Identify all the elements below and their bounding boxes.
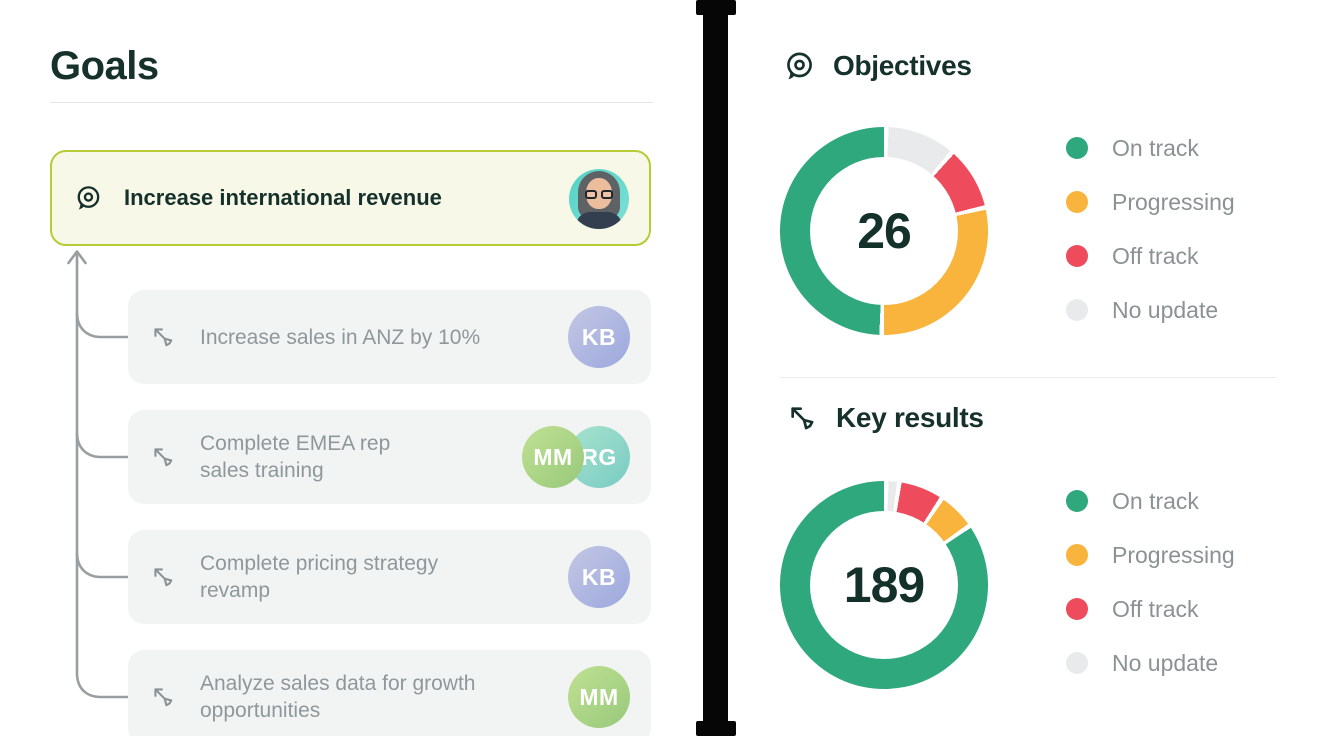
- assignee-badge[interactable]: KB: [568, 306, 630, 368]
- key-results-title: Key results: [836, 402, 984, 433]
- legend-row: On track: [1066, 134, 1235, 161]
- assignee-badge[interactable]: MM: [568, 666, 630, 728]
- key-results-legend: On track Progressing Off track No update: [1066, 487, 1235, 676]
- legend-label: Progressing: [1112, 541, 1235, 568]
- legend-label: On track: [1112, 134, 1199, 161]
- key-result-card[interactable]: Increase sales in ANZ by 10% KB: [128, 290, 651, 384]
- legend-row: No update: [1066, 296, 1235, 323]
- avatar-glasses-right: [601, 190, 613, 199]
- key-results-count: 189: [843, 557, 925, 613]
- avatar-glasses-left: [585, 190, 597, 199]
- avatar-face: [586, 178, 612, 209]
- legend-label: Off track: [1112, 595, 1199, 622]
- key-result-card[interactable]: Complete EMEA rep sales training MM RG: [128, 410, 651, 504]
- key-result-icon: [154, 448, 173, 467]
- key-result-title: Increase sales in ANZ by 10%: [200, 325, 481, 349]
- legend-row: Off track: [1066, 242, 1235, 269]
- section-divider: [780, 377, 1277, 378]
- legend-label: Off track: [1112, 242, 1199, 269]
- objectives-count: 26: [857, 203, 912, 259]
- assignee-badge[interactable]: KB: [568, 546, 630, 608]
- objectives-header: Objectives: [783, 50, 972, 82]
- avatar-shirt: [576, 212, 622, 229]
- connector-branch-3: [75, 551, 130, 579]
- legend-row: On track: [1066, 487, 1235, 514]
- panel-divider-bar: [696, 0, 736, 736]
- objectives-title: Objectives: [833, 50, 972, 81]
- key-result-card[interactable]: Analyze sales data for growth opportunit…: [128, 650, 651, 736]
- page-title: Goals: [50, 44, 159, 88]
- donut-hole: 189: [810, 511, 958, 659]
- objective-icon: [787, 52, 812, 80]
- connector-arrowhead: [67, 250, 87, 265]
- key-result-title: Complete pricing strategy revamp: [200, 552, 439, 602]
- objectives-legend: On track Progressing Off track No update: [1066, 134, 1235, 323]
- legend-row: Progressing: [1066, 541, 1235, 568]
- assignee-initials: KB: [581, 323, 617, 350]
- key-result-icon: [154, 568, 173, 587]
- legend-dot-off-track: [1066, 245, 1088, 267]
- goal-owner-avatar[interactable]: [569, 169, 629, 229]
- assignee-badge[interactable]: RG: [568, 426, 630, 488]
- goal-title: Increase international revenue: [124, 185, 442, 210]
- goal-card[interactable]: Increase international revenue: [50, 150, 651, 246]
- assignee-initials: RG: [581, 443, 617, 470]
- assignee-initials: MM: [533, 443, 573, 470]
- legend-dot-off-track: [1066, 598, 1088, 620]
- legend-row: No update: [1066, 649, 1235, 676]
- objective-icon: [77, 186, 100, 210]
- key-result-icon: [154, 328, 173, 347]
- legend-row: Off track: [1066, 595, 1235, 622]
- assignee-badge[interactable]: MM: [522, 426, 584, 488]
- key-results-donut-chart: 189: [780, 481, 988, 689]
- key-result-title: Analyze sales data for growth opportunit…: [200, 672, 476, 722]
- legend-label: No update: [1112, 649, 1219, 676]
- legend-row: Progressing: [1066, 188, 1235, 215]
- legend-label: On track: [1112, 487, 1199, 514]
- legend-label: Progressing: [1112, 188, 1235, 215]
- title-divider: [50, 102, 653, 103]
- assignee-initials: KB: [581, 563, 617, 590]
- legend-dot-no-update: [1066, 299, 1088, 321]
- key-result-title: Complete EMEA rep sales training: [200, 432, 391, 482]
- key-result-icon: [791, 407, 814, 430]
- donut-hole: 26: [810, 157, 958, 305]
- connector-branch-2: [75, 431, 130, 459]
- legend-dot-progressing: [1066, 191, 1088, 213]
- objectives-donut-chart: 26: [780, 127, 988, 335]
- connector-branch-1: [75, 311, 130, 339]
- connector-trunk: [75, 250, 130, 699]
- legend-dot-progressing: [1066, 544, 1088, 566]
- key-result-icon: [154, 688, 173, 707]
- assignee-initials: MM: [579, 683, 619, 710]
- legend-dot-no-update: [1066, 652, 1088, 674]
- key-results-header: Key results: [786, 402, 984, 434]
- legend-label: No update: [1112, 296, 1219, 323]
- key-result-card[interactable]: Complete pricing strategy revamp KB: [128, 530, 651, 624]
- legend-dot-on-track: [1066, 137, 1088, 159]
- legend-dot-on-track: [1066, 490, 1088, 512]
